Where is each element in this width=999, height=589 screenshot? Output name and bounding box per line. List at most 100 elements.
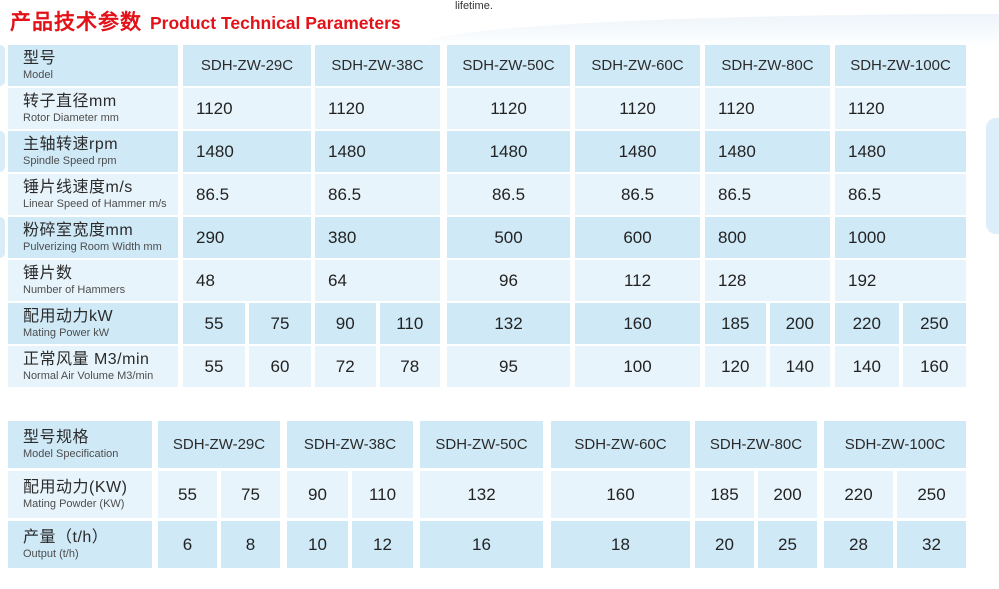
value-cell: 8: [221, 521, 280, 568]
value-cell: 220: [835, 303, 899, 344]
value-cell-group: 90 110: [287, 471, 413, 518]
model-header-cell: SDH-ZW-50C: [447, 45, 570, 86]
value-cell-group: 72 78: [315, 346, 440, 387]
model-header-cell: SDH-ZW-100C: [835, 45, 966, 86]
value-cell: 800: [705, 217, 830, 258]
value-cell: 1120: [835, 88, 966, 129]
value-cell: 110: [352, 471, 413, 518]
value-cell: 380: [315, 217, 440, 258]
value-cell: 86.5: [835, 174, 966, 215]
row-label-zh: 型号规格: [23, 428, 90, 446]
model-header-cell: SDH-ZW-29C: [158, 421, 280, 468]
value-cell-group: 220 250: [835, 303, 966, 344]
top-note: lifetime.: [455, 0, 493, 12]
row-label-en: Output (t/h): [23, 548, 79, 561]
value-cell: 600: [575, 217, 700, 258]
value-cell: 160: [575, 303, 700, 344]
value-cell: 6: [158, 521, 217, 568]
row-label-zh: 转子直径mm: [23, 92, 117, 110]
table-row: 主轴转速rpm Spindle Speed rpm 1480 1480 1480 1480…: [8, 131, 966, 172]
row-label-zh: 粉碎室宽度mm: [23, 221, 134, 239]
value-cell: 250: [902, 303, 966, 344]
value-cell: 86.5: [575, 174, 700, 215]
page-title-zh: 产品技术参数: [10, 11, 142, 34]
value-cell: 1480: [183, 131, 311, 172]
value-cell: 48: [183, 260, 311, 301]
table-row: 配用动力(KW) Mating Powder (KW) 55 75 90 110 132 16…: [8, 471, 966, 518]
value-cell: 12: [352, 521, 413, 568]
value-cell-group: 140 160: [835, 346, 966, 387]
value-cell: 128: [705, 260, 830, 301]
value-cell: 90: [315, 303, 376, 344]
row-label: 锤片线速度m/s Linear Speed of Hammer m/s: [8, 174, 178, 215]
value-cell-group: 10 12: [287, 521, 413, 568]
value-cell: 132: [420, 471, 543, 518]
row-label-en: Spindle Speed rpm: [23, 155, 117, 168]
value-cell: 78: [379, 346, 440, 387]
value-cell: 1480: [315, 131, 440, 172]
row-label: 转子直径mm Rotor Diameter mm: [8, 88, 178, 129]
value-cell: 110: [379, 303, 440, 344]
value-cell: 75: [221, 471, 280, 518]
row-label-zh: 锤片数: [23, 264, 73, 282]
row-label: 型号规格 Model Specification: [8, 421, 152, 468]
row-label: 配用动力kW Mating Power kW: [8, 303, 178, 344]
value-cell: 1480: [447, 131, 570, 172]
model-output-table: 型号规格 Model Specification SDH-ZW-29C SDH-ZW-…: [8, 421, 966, 571]
value-cell: 1480: [575, 131, 700, 172]
value-cell: 1480: [705, 131, 830, 172]
table-row: 配用动力kW Mating Power kW 55 75 90 110 132 160 185 2…: [8, 303, 966, 344]
background-curve-decoration: [425, 14, 999, 44]
row-label: 锤片数 Number of Hammers: [8, 260, 178, 301]
table-row: 锤片线速度m/s Linear Speed of Hammer m/s 86.5 86…: [8, 174, 966, 215]
model-header-cell: SDH-ZW-50C: [420, 421, 543, 468]
value-cell: 185: [695, 471, 754, 518]
value-cell: 86.5: [447, 174, 570, 215]
value-cell: 10: [287, 521, 348, 568]
value-cell: 1000: [835, 217, 966, 258]
row-label: 产量（t/h） Output (t/h): [8, 521, 152, 568]
value-cell: 72: [315, 346, 376, 387]
value-cell: 200: [769, 303, 830, 344]
value-cell: 55: [158, 471, 217, 518]
page-title-en: Product Technical Parameters: [150, 13, 401, 33]
value-cell: 18: [551, 521, 690, 568]
model-header-cell: SDH-ZW-38C: [315, 45, 440, 86]
value-cell-group: 185 200: [705, 303, 830, 344]
model-header-cell: SDH-ZW-29C: [183, 45, 311, 86]
row-label-en: Mating Powder (KW): [23, 498, 125, 511]
value-cell-group: 220 250: [824, 471, 966, 518]
value-cell: 1120: [315, 88, 440, 129]
value-cell: 120: [705, 346, 766, 387]
row-label-en: Pulverizing Room Width mm: [23, 241, 162, 254]
value-cell: 55: [183, 303, 245, 344]
row-label-zh: 型号: [23, 49, 57, 67]
page-title: 产品技术参数 Product Technical Parameters: [10, 6, 401, 36]
value-cell: 140: [835, 346, 899, 387]
value-cell: 185: [705, 303, 766, 344]
value-cell: 160: [551, 471, 690, 518]
value-cell: 16: [420, 521, 543, 568]
value-cell: 60: [249, 346, 311, 387]
technical-parameters-table: 型号 Model SDH-ZW-29C SDH-ZW-38C SDH-ZW-50C SDH…: [8, 45, 966, 389]
table-row: 转子直径mm Rotor Diameter mm 1120 1120 1120 1120 1…: [8, 88, 966, 129]
value-cell: 140: [769, 346, 830, 387]
value-cell: 192: [835, 260, 966, 301]
row-label-en: Mating Power kW: [23, 327, 110, 340]
value-cell: 1480: [835, 131, 966, 172]
value-cell: 90: [287, 471, 348, 518]
value-cell-group: 55 75: [183, 303, 311, 344]
value-cell: 1120: [575, 88, 700, 129]
value-cell: 1120: [705, 88, 830, 129]
value-cell: 1120: [183, 88, 311, 129]
value-cell: 160: [902, 346, 966, 387]
row-label-zh: 正常风量 M3/min: [23, 350, 150, 368]
value-cell: 86.5: [315, 174, 440, 215]
row-label-en: Rotor Diameter mm: [23, 112, 119, 125]
value-cell: 86.5: [183, 174, 311, 215]
value-cell-group: 55 60: [183, 346, 311, 387]
row-label-zh: 主轴转速rpm: [23, 135, 119, 153]
row-label-zh: 锤片线速度m/s: [23, 178, 133, 196]
left-edge-decoration: [0, 217, 5, 258]
